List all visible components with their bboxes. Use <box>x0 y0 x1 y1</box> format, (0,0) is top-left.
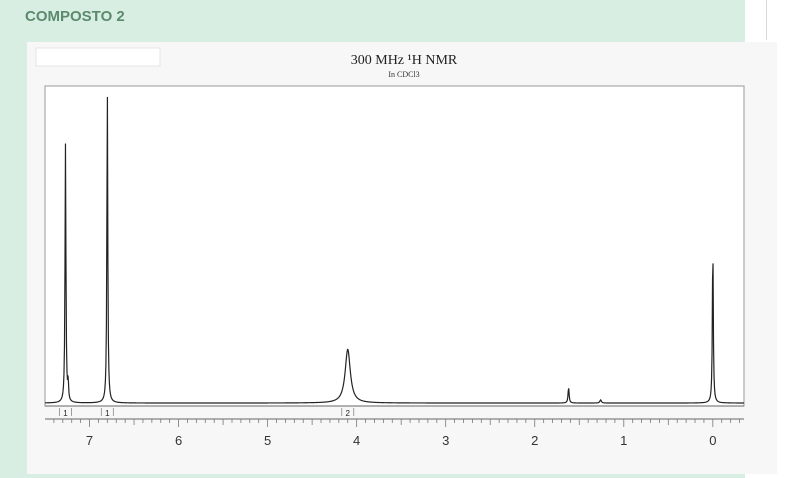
blank-label-box <box>35 47 161 67</box>
x-tick-label: 0 <box>709 433 716 448</box>
x-tick-label: 7 <box>86 433 93 448</box>
chart-subtitle: In CDCl3 <box>388 70 419 79</box>
divider <box>766 0 767 40</box>
x-tick-label: 2 <box>531 433 538 448</box>
nmr-spectrum-chart: 300 MHz ¹H NMR In CDCl3 7 6 5 4 3 2 1 0 1 1 2 <box>35 47 745 448</box>
spectrum-trace <box>44 96 744 404</box>
x-tick-label: 6 <box>175 433 182 448</box>
integral-label: 2 <box>346 409 351 418</box>
x-axis: 7 6 5 4 3 2 1 0 <box>45 405 744 448</box>
x-tick-label: 4 <box>353 433 360 448</box>
x-tick-label: 5 <box>264 433 271 448</box>
section-heading: COMPOSTO 2 <box>25 8 125 25</box>
chart-title: 300 MHz ¹H NMR <box>351 53 458 68</box>
integral-label: 1 <box>105 409 110 418</box>
integral-label: 1 <box>63 409 68 418</box>
plot-area <box>44 85 745 407</box>
spectrum-figure: 300 MHz ¹H NMR In CDCl3 7 6 5 4 3 2 1 0 1 1 2 <box>27 42 777 474</box>
integral-labels: 1 1 2 <box>59 408 355 418</box>
x-tick-label: 1 <box>620 433 627 448</box>
x-tick-label: 3 <box>442 433 449 448</box>
